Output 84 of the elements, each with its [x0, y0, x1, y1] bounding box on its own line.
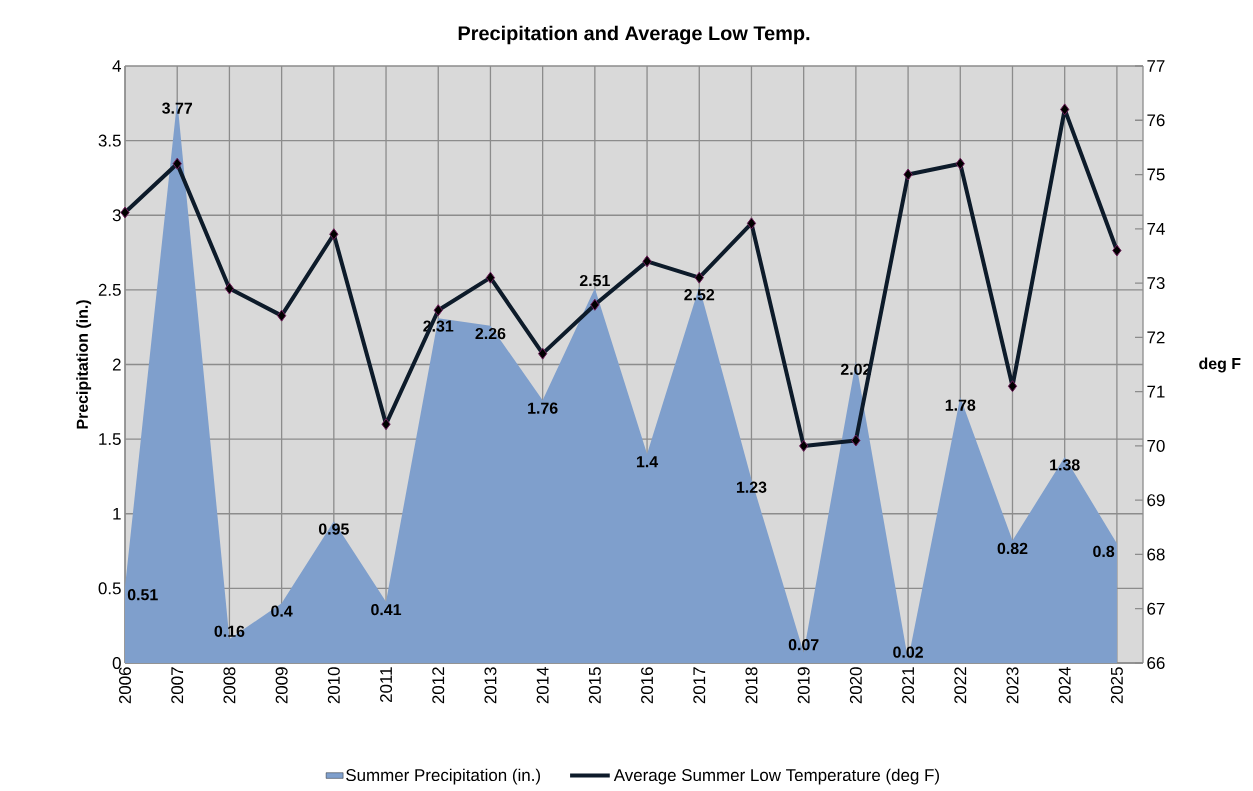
y-tick-label: 2 — [112, 358, 121, 371]
point — [903, 168, 913, 181]
x-tick-label: 2008 — [223, 667, 236, 704]
data-label: 1.23 — [736, 481, 767, 493]
point — [172, 157, 182, 170]
y-tick-label: 0.5 — [98, 582, 121, 595]
point — [851, 434, 861, 447]
y2-tick-label: 76 — [1147, 114, 1165, 127]
x-tick-label: 2025 — [1110, 667, 1123, 704]
y2-axis-title: deg F — [1199, 357, 1241, 373]
point — [590, 298, 600, 311]
legend-label: Average Summer Low Temperature (deg F) — [613, 768, 939, 785]
x-tick-label: 2007 — [171, 667, 184, 704]
y2-tick-label: 77 — [1147, 60, 1165, 72]
point — [277, 309, 287, 322]
y2-tick-label: 66 — [1147, 656, 1165, 669]
data-label: 1.78 — [945, 399, 976, 411]
point — [799, 439, 809, 452]
data-label: 3.77 — [162, 102, 193, 114]
data-label: 0.16 — [214, 625, 245, 637]
x-tick-label: 2017 — [693, 667, 706, 704]
x-tick-label: 2020 — [849, 667, 862, 704]
point — [1007, 380, 1018, 393]
data-label: 0.02 — [893, 646, 923, 658]
point — [329, 228, 339, 241]
data-label: 2.51 — [579, 274, 610, 287]
data-label: 0.51 — [127, 589, 158, 601]
y-tick-label: 3.5 — [98, 134, 121, 147]
y2-tick-label: 75 — [1147, 168, 1165, 181]
x-tick-label: 2009 — [275, 667, 288, 704]
y-tick-label: 1 — [113, 507, 121, 520]
x-tick-label: 2022 — [954, 667, 967, 704]
point — [433, 304, 443, 317]
point — [538, 347, 548, 360]
y-tick-label: 2.5 — [98, 283, 121, 296]
point — [485, 271, 496, 284]
x-tick-label: 2019 — [797, 667, 810, 704]
point — [1112, 244, 1122, 257]
x-tick-label: 2015 — [588, 667, 601, 704]
y-axis-title: Precipitation (in.) — [76, 300, 92, 429]
point — [746, 217, 757, 230]
point — [224, 282, 235, 295]
point — [120, 206, 130, 219]
data-label: 0.41 — [371, 604, 402, 616]
legend-label: Summer Precipitation (in.) — [346, 768, 541, 785]
x-tick-label: 2014 — [536, 667, 549, 704]
data-label: 1.4 — [636, 456, 659, 468]
y2-tick-label: 72 — [1147, 331, 1165, 344]
data-label: 1.76 — [528, 402, 558, 414]
y2-tick-label: 70 — [1147, 439, 1165, 452]
point — [642, 255, 652, 268]
y2-tick-label: 69 — [1147, 494, 1165, 507]
x-tick-label: 2024 — [1058, 667, 1071, 704]
x-tick-label: 2006 — [119, 667, 132, 704]
point — [381, 418, 391, 431]
data-label: 2.52 — [684, 289, 715, 301]
y-tick-label: 4 — [112, 60, 121, 72]
x-tick-label: 2018 — [745, 667, 758, 704]
x-tick-label: 2012 — [432, 667, 445, 704]
y2-tick-label: 67 — [1147, 602, 1165, 615]
point — [955, 157, 965, 170]
y-tick-label: 0 — [112, 656, 121, 669]
x-tick-label: 2013 — [484, 667, 497, 704]
y-tick-label: 1.5 — [99, 433, 121, 446]
data-label: 2.26 — [475, 327, 506, 340]
x-tick-label: 2021 — [902, 667, 915, 704]
x-tick-label: 2011 — [380, 667, 393, 703]
y2-tick-label: 74 — [1147, 222, 1165, 235]
y2-tick-label: 71 — [1147, 385, 1165, 398]
y-tick-label: 3 — [112, 209, 121, 222]
point — [694, 271, 704, 284]
data-label: 0.95 — [318, 523, 349, 535]
chart-title: Precipitation and Average Low Temp. — [458, 25, 810, 45]
point — [1060, 103, 1070, 116]
data-label: 0.07 — [788, 639, 819, 651]
x-tick-label: 2023 — [1006, 667, 1019, 704]
x-tick-label: 2010 — [327, 667, 340, 704]
data-label: 0.4 — [271, 605, 293, 617]
x-tick-label: 2016 — [641, 667, 654, 704]
data-label: 1.38 — [1050, 459, 1080, 471]
y2-tick-label: 73 — [1147, 277, 1165, 290]
y2-tick-label: 68 — [1147, 548, 1165, 561]
data-label: 0.82 — [997, 542, 1028, 555]
data-label: 0.8 — [1093, 545, 1115, 558]
